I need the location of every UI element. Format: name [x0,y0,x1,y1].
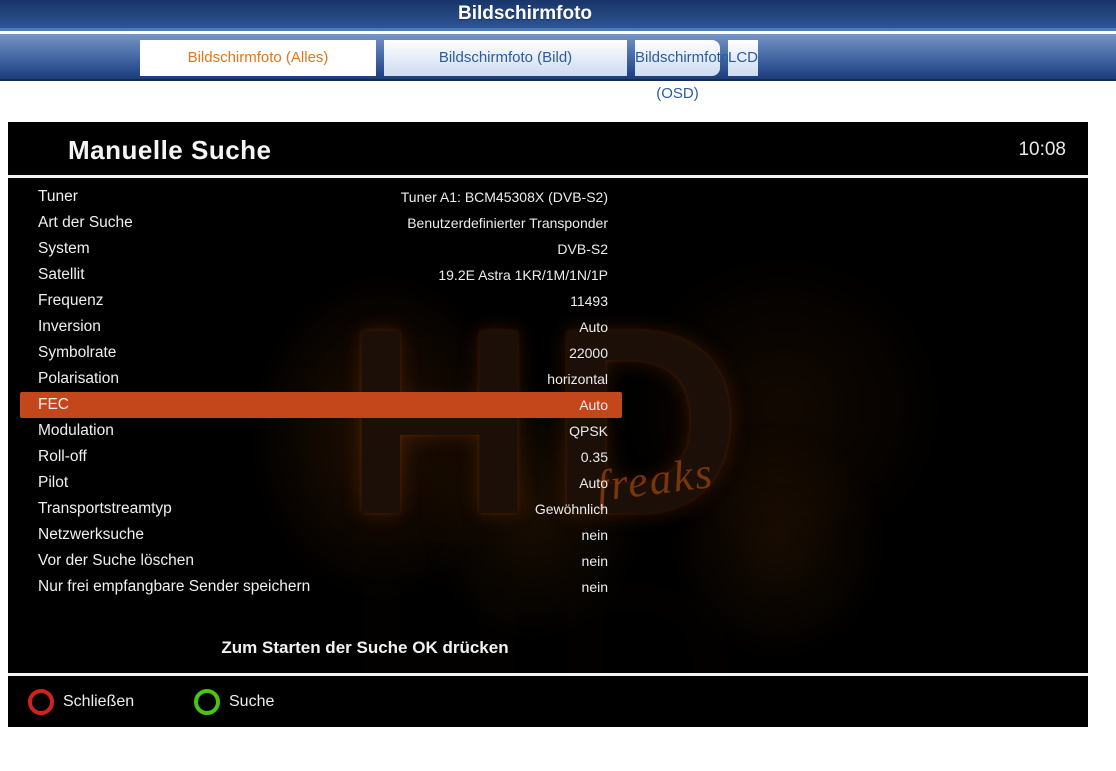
setting-value: Auto [579,397,608,413]
settings-row: Satellit 19.2E Astra 1KR/1M/1N/1P [20,262,622,288]
setting-label: Vor der Suche löschen [38,552,194,569]
setting-value: Auto [579,475,608,491]
header-divider-blue [0,28,1116,31]
setting-label: Tuner [38,188,78,205]
setting-label: Nur frei empfangbare Sender speichern [38,578,311,595]
tab-strip: Bildschirmfoto (Alles) Bildschirmfoto (B… [140,40,759,102]
setting-value: QPSK [569,423,608,439]
setting-value: Tuner A1: BCM45308X (DVB-S2) [400,189,608,205]
setting-value: nein [581,527,608,543]
remote-button-label: Schließen [63,692,135,710]
remote-button-label: Suche [229,692,275,710]
page-title: Bildschirmfoto [457,3,593,24]
setting-label: Art der Suche [38,214,133,231]
setting-value: Auto [579,319,608,335]
tab-lcd[interactable]: LCD [728,40,759,76]
settings-row: Nur frei empfangbare Sender speichern ne… [20,574,622,600]
osd-title: Manuelle Suche [68,135,272,165]
search-button: Suche [194,688,275,715]
setting-value: Gewöhnlich [534,501,608,517]
setting-label: Pilot [38,474,69,491]
settings-row: System DVB-S2 [20,236,622,262]
setting-label: Satellit [38,266,85,283]
settings-row: Frequenz 11493 [20,288,622,314]
app-header: Bildschirmfoto [0,0,1116,28]
tab-label: Bildschirmfoto (Bild) [438,49,573,66]
header-divider-white [0,31,1116,34]
setting-label: Inversion [38,318,101,335]
close-button: Schließen [28,688,135,715]
setting-value: 11493 [570,293,608,309]
setting-value: nein [581,579,608,595]
tab-bildschirmfoto-osd[interactable]: Bildschirmfoto (OSD) [635,40,729,102]
settings-row: Roll-off 0.35 [20,444,622,470]
setting-value: horizontal [547,371,608,387]
settings-row: Vor der Suche löschen nein [20,548,622,574]
osd-screenshot[interactable]: HD HD freaks Manuelle Suche 10:08 Tuner … [8,122,1088,727]
osd-footer: Schließen Suche [8,673,1088,727]
setting-label: Polarisation [38,370,119,387]
settings-row: Symbolrate 22000 [20,340,622,366]
setting-value: Benutzerdefinierter Transponder [407,215,608,231]
setting-label: FEC [38,396,69,413]
setting-value: 0.35 [580,449,608,465]
settings-row: Tuner Tuner A1: BCM45308X (DVB-S2) [20,184,622,210]
settings-row: FEC Auto [20,392,622,418]
settings-row: Pilot Auto [20,470,622,496]
tab-label: LCD [728,49,759,66]
setting-label: Netzwerksuche [38,526,144,543]
tab-bar: Bildschirmfoto (Alles) Bildschirmfoto (B… [0,34,1116,102]
flame-art [668,422,888,662]
setting-value: nein [581,553,608,569]
osd-hint: Zum Starten der Suche OK drücken [221,638,509,657]
settings-row: Polarisation horizontal [20,366,622,392]
setting-value: DVB-S2 [557,241,608,257]
settings-row: Netzwerksuche nein [20,522,622,548]
tab-label: Bildschirmfoto (OSD) [635,49,730,102]
setting-label: Transportstreamtyp [38,500,172,517]
tab-bildschirmfoto-bild[interactable]: Bildschirmfoto (Bild) [384,40,627,76]
setting-label: System [38,240,90,257]
flame-art [618,252,948,562]
setting-value: 22000 [569,345,608,361]
settings-row: Inversion Auto [20,314,622,340]
remote-button-icon [194,688,220,715]
setting-label: Frequenz [38,292,104,309]
osd-clock: 10:08 [1018,139,1066,160]
settings-row: Transportstreamtyp Gewöhnlich [20,496,622,522]
settings-list: Tuner Tuner A1: BCM45308X (DVB-S2) Art d… [20,184,622,600]
osd-titlebar: Manuelle Suche 10:08 [8,122,1088,178]
remote-button-icon [28,688,54,715]
setting-label: Roll-off [38,448,87,465]
setting-label: Symbolrate [38,344,117,361]
tab-bildschirmfoto-alles[interactable]: Bildschirmfoto (Alles) [140,40,376,76]
setting-value: 19.2E Astra 1KR/1M/1N/1P [438,267,608,283]
settings-row: Art der Suche Benutzerdefinierter Transp… [20,210,622,236]
settings-row: Modulation QPSK [20,418,622,444]
setting-label: Modulation [38,422,114,439]
tab-label: Bildschirmfoto (Alles) [187,49,329,66]
